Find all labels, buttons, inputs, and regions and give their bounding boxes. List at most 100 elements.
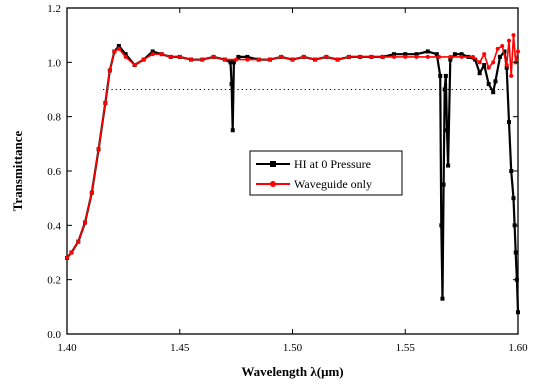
data-point	[358, 54, 363, 59]
data-point	[491, 90, 496, 95]
data-point	[245, 54, 250, 59]
data-point	[414, 52, 419, 57]
data-point	[380, 54, 385, 59]
y-tick-label: 0.2	[47, 275, 61, 287]
axis-layer: 1.40 1.45 1.50 1.55 1.60 0.0 0.2 0.4 0.6 0.8 1.0 1.…	[47, 3, 528, 354]
data-point	[116, 44, 121, 49]
legend-label-waveguide: Waveguide only	[294, 177, 372, 191]
x-tick-label: 1.45	[170, 342, 190, 354]
data-point	[229, 82, 234, 87]
data-point	[150, 52, 155, 57]
x-tick-label: 1.60	[508, 342, 528, 354]
data-point	[511, 196, 516, 201]
data-point	[403, 52, 408, 57]
x-tick-label: 1.55	[396, 342, 416, 354]
y-tick-label: 0.4	[47, 220, 61, 232]
legend-entry-waveguide: Waveguide only	[256, 177, 372, 191]
data-point	[452, 52, 457, 57]
data-point	[301, 54, 306, 59]
data-point	[443, 73, 448, 78]
data-point	[442, 87, 447, 92]
data-point	[448, 57, 453, 62]
data-point	[89, 190, 94, 195]
legend: HI at 0 Pressure Waveguide only	[249, 150, 403, 196]
data-point	[444, 128, 449, 133]
data-point	[477, 60, 482, 65]
data-point	[391, 52, 396, 57]
data-point	[425, 54, 430, 59]
legend-marker-waveguide	[270, 181, 276, 187]
data-point	[440, 296, 445, 301]
data-point	[200, 57, 205, 62]
data-point	[434, 52, 439, 57]
data-point	[511, 33, 516, 38]
data-point	[231, 60, 236, 65]
data-point	[103, 101, 108, 106]
data-point	[437, 54, 442, 59]
data-point	[245, 57, 250, 62]
data-point	[493, 79, 498, 84]
data-point	[516, 49, 520, 54]
y-tick-label: 0.6	[47, 166, 61, 178]
data-point	[446, 163, 451, 168]
data-point	[425, 49, 430, 54]
x-tick-label: 1.50	[283, 342, 303, 354]
data-point	[159, 52, 164, 57]
data-point	[486, 82, 491, 87]
data-point	[234, 57, 239, 62]
legend-box	[249, 150, 403, 196]
data-point	[189, 57, 194, 62]
data-point	[69, 250, 74, 255]
y-tick-label: 1.2	[47, 3, 61, 15]
data-point	[112, 49, 117, 54]
data-point	[96, 147, 101, 152]
data-point	[513, 250, 518, 255]
data-point	[313, 57, 318, 62]
data-point	[477, 71, 482, 76]
data-point	[482, 63, 487, 68]
data-point	[290, 57, 295, 62]
data-point	[236, 54, 241, 59]
data-point	[211, 54, 216, 59]
data-point	[391, 54, 396, 59]
data-point	[65, 255, 69, 260]
data-point	[482, 52, 487, 57]
x-axis-title: Wavelength λ(μm)	[241, 364, 343, 379]
data-point	[150, 49, 155, 54]
data-point	[439, 223, 444, 228]
data-point	[516, 310, 520, 315]
data-point	[116, 46, 121, 51]
data-point	[83, 220, 88, 225]
data-point	[502, 49, 507, 54]
data-point	[459, 52, 464, 57]
x-tick-label: 1.40	[57, 342, 77, 354]
data-point	[324, 54, 329, 59]
data-point	[279, 54, 284, 59]
data-point	[438, 73, 443, 78]
data-point	[256, 57, 261, 62]
data-point	[459, 54, 464, 59]
data-point	[486, 65, 491, 70]
data-point	[107, 68, 112, 73]
data-point	[123, 54, 128, 59]
data-point	[470, 54, 475, 59]
data-point	[403, 54, 408, 59]
data-point	[495, 46, 500, 51]
data-point	[500, 44, 505, 49]
data-point	[230, 128, 235, 133]
data-point	[504, 63, 509, 68]
data-point	[504, 65, 509, 70]
y-tick-label: 1.0	[47, 57, 61, 69]
data-point	[267, 57, 272, 62]
data-point	[448, 54, 453, 59]
data-point	[168, 54, 173, 59]
data-point	[132, 63, 137, 68]
data-point	[346, 54, 351, 59]
data-point	[491, 60, 496, 65]
data-point	[506, 120, 511, 125]
data-point	[414, 54, 419, 59]
y-tick-label: 0.0	[47, 329, 61, 341]
legend-label-hi: HI at 0 Pressure	[294, 157, 371, 171]
data-point	[369, 54, 374, 59]
